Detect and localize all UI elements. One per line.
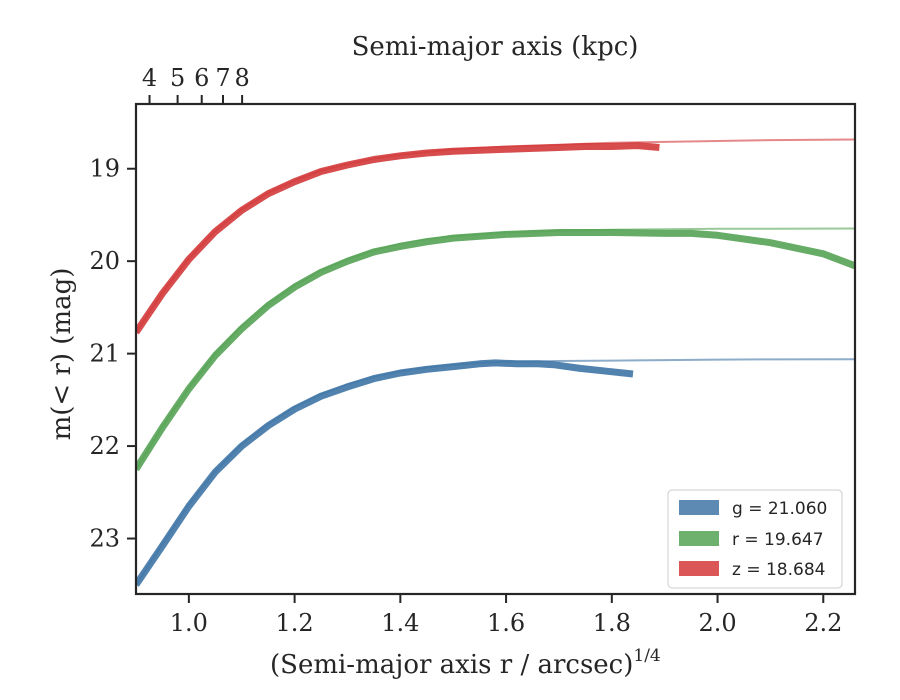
top-x-tick-label: 7 xyxy=(215,64,230,92)
legend-label-r: r = 19.647 xyxy=(732,530,824,550)
legend: g = 21.060 r = 19.647 z = 18.684 xyxy=(667,489,843,589)
x-tick-label: 2.2 xyxy=(804,609,842,637)
x-tick-label: 1.2 xyxy=(276,609,314,637)
top-x-tick-label: 6 xyxy=(194,64,209,92)
x-axis-title: (Semi-major axis r / arcsec)1/4 xyxy=(270,646,661,680)
x-tick-label: 1.6 xyxy=(487,609,525,637)
y-tick-label: 21 xyxy=(89,340,120,368)
legend-swatch-z xyxy=(679,561,719,576)
legend-label-g: g = 21.060 xyxy=(732,499,827,519)
top-x-tick-label: 4 xyxy=(142,64,157,92)
y-axis-title: m(< r) (mag) xyxy=(47,268,77,441)
y-tick-label: 23 xyxy=(89,525,120,553)
x-axis-title-exponent: 1/4 xyxy=(633,646,660,666)
x-tick-label: 1.4 xyxy=(381,609,419,637)
axes: 1.0 1.2 1.4 1.6 1.8 2.0 2.2 19 20 21 22 23 4 5 6 7 8 xyxy=(89,64,842,637)
data-curves xyxy=(136,142,855,587)
x-axis-title-main: (Semi-major axis r / arcsec) xyxy=(270,650,633,680)
series-line-g xyxy=(136,359,634,587)
x-tick-label: 2.0 xyxy=(698,609,736,637)
x-tick-label: 1.8 xyxy=(593,609,631,637)
top-x-tick-label: 5 xyxy=(170,64,185,92)
x-tick-label: 1.0 xyxy=(170,609,208,637)
legend-label-z: z = 18.684 xyxy=(732,560,825,580)
y-tick-label: 22 xyxy=(89,432,120,460)
legend-swatch-r xyxy=(679,531,719,546)
top-x-tick-label: 8 xyxy=(234,64,249,92)
legend-swatch-g xyxy=(679,500,719,515)
plot-frame xyxy=(134,102,857,596)
top-x-axis-title: Semi-major axis (kpc) xyxy=(352,32,639,62)
y-tick-label: 20 xyxy=(89,247,120,275)
series-line-r xyxy=(136,229,855,472)
y-tick-label: 19 xyxy=(89,155,120,183)
series-line-z xyxy=(136,142,660,335)
